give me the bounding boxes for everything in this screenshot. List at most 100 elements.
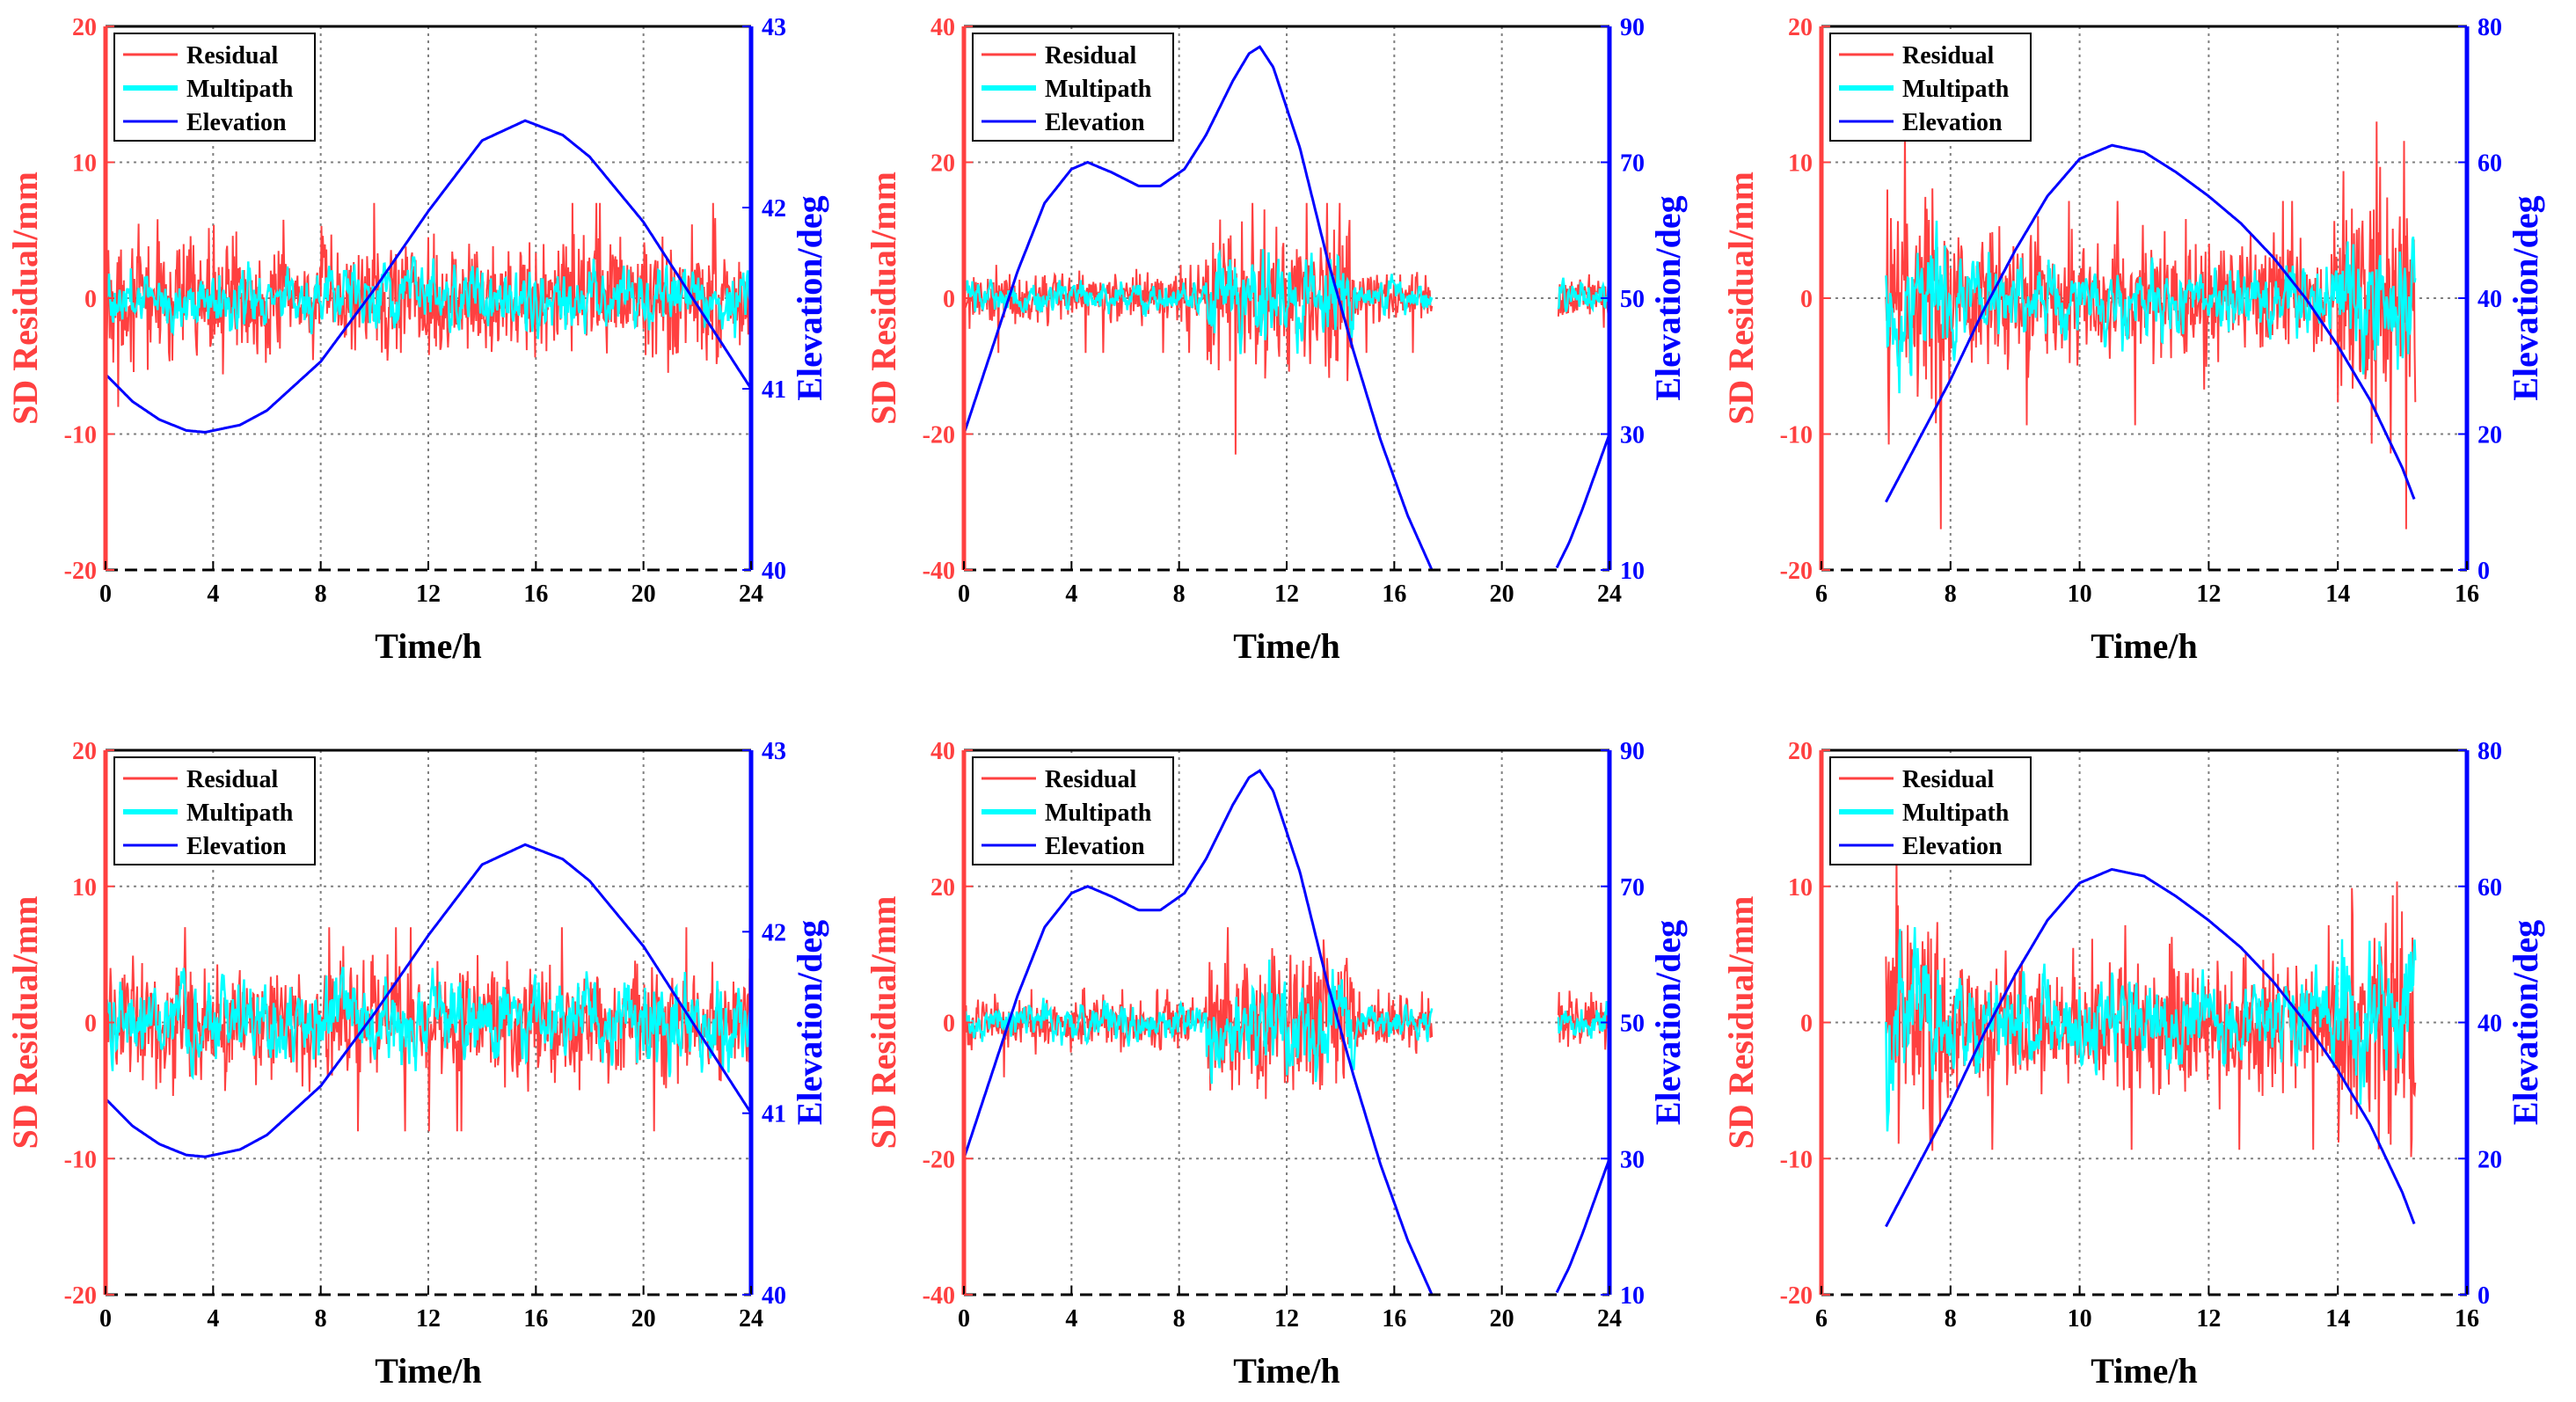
- x-axis-label: Time/h: [2091, 626, 2198, 666]
- legend-multipath-label: Multipath: [186, 800, 294, 827]
- x-axis-label: Time/h: [1233, 1351, 1340, 1391]
- y-right-tick-label: 41: [762, 376, 786, 404]
- x-tick-label: 8: [1945, 1305, 1957, 1333]
- legend-multipath-label: Multipath: [1902, 800, 2010, 827]
- x-tick-label: 4: [1065, 581, 1077, 608]
- y-right-tick-label: 60: [2477, 874, 2502, 902]
- y-right-tick-label: 10: [1620, 558, 1645, 585]
- y-right-tick-label: 43: [762, 738, 786, 765]
- legend-residual-label: Residual: [186, 766, 278, 793]
- y-right-axis-label: Elevation/deg: [1648, 195, 1688, 400]
- y-left-tick-label: 40: [930, 14, 955, 41]
- x-tick-label: 0: [99, 1305, 112, 1333]
- multipath-line: [106, 967, 751, 1081]
- y-left-tick-label: 0: [1800, 1011, 1813, 1038]
- x-tick-label: 8: [315, 1305, 327, 1333]
- legend: Residual Multipath Elevation: [113, 756, 316, 865]
- y-left-tick-label: 0: [1800, 286, 1813, 313]
- y-right-tick-label: 70: [1620, 874, 1645, 902]
- y-left-tick-label: 20: [930, 874, 955, 902]
- elevation-line: [964, 45, 1609, 570]
- legend-residual-label: Residual: [1902, 42, 1994, 69]
- y-left-tick-label: -20: [1780, 1282, 1813, 1310]
- chart-panel-2: 0 4 8 12 16 20 24 -40 -20 0 20 40 10 30 50 70 90 Time/h SD…: [864, 14, 1688, 666]
- y-left-tick-label: -10: [1780, 1146, 1813, 1173]
- y-left-tick-label: 20: [72, 14, 97, 41]
- y-right-tick-label: 80: [2477, 14, 2502, 41]
- x-tick-label: 8: [1173, 1305, 1186, 1333]
- x-tick-label: 20: [1490, 1305, 1514, 1333]
- elevation-line: [106, 843, 751, 1158]
- x-tick-label: 0: [958, 1305, 970, 1333]
- x-tick-label: 20: [631, 581, 656, 608]
- x-tick-label: 6: [1815, 1305, 1828, 1333]
- chart-panel-1: 0 4 8 12 16 20 24 -20 -10 0 10 20 40 41 42 43 Time/h SD R…: [5, 14, 829, 666]
- x-tick-label: 12: [2196, 581, 2221, 608]
- x-tick-label: 12: [1274, 1305, 1299, 1333]
- y-right-tick-label: 40: [2477, 286, 2502, 313]
- y-left-axis-label: SD Residual/mm: [864, 896, 903, 1150]
- x-tick-label: 20: [1490, 581, 1514, 608]
- multipath-line: [964, 248, 1609, 354]
- x-tick-label: 16: [2455, 581, 2479, 608]
- x-tick-label: 16: [523, 1305, 548, 1333]
- y-right-tick-label: 20: [2477, 422, 2502, 449]
- y-left-axis-label: SD Residual/mm: [1721, 896, 1761, 1150]
- legend: Residual Multipath Elevation: [1829, 756, 2032, 865]
- x-tick-label: 0: [958, 581, 970, 608]
- y-left-tick-label: 0: [84, 286, 97, 313]
- legend-multipath-label: Multipath: [1045, 76, 1152, 103]
- legend-residual-label: Residual: [1045, 766, 1136, 793]
- y-left-tick-label: -20: [64, 1282, 97, 1310]
- y-right-tick-label: 90: [1620, 738, 1645, 765]
- y-left-tick-label: 10: [72, 874, 97, 902]
- legend-elevation-label: Elevation: [186, 833, 287, 860]
- legend: Residual Multipath Elevation: [972, 33, 1174, 142]
- y-right-tick-label: 80: [2477, 738, 2502, 765]
- y-left-tick-label: -20: [1780, 558, 1813, 585]
- legend-multipath-label: Multipath: [186, 76, 294, 103]
- x-tick-label: 10: [2068, 1305, 2092, 1333]
- y-right-axis-label: Elevation/deg: [790, 920, 829, 1125]
- y-right-tick-label: 70: [1620, 150, 1645, 178]
- x-tick-label: 14: [2325, 581, 2350, 608]
- y-left-tick-label: 20: [1788, 738, 1813, 765]
- y-right-tick-label: 42: [762, 195, 786, 223]
- x-tick-label: 24: [739, 1305, 763, 1333]
- legend-elevation-label: Elevation: [1045, 109, 1145, 136]
- y-left-tick-label: -10: [64, 422, 97, 449]
- x-tick-label: 24: [1597, 581, 1622, 608]
- y-right-tick-label: 0: [2477, 1282, 2490, 1310]
- y-right-tick-label: 20: [2477, 1146, 2502, 1173]
- y-right-axis-label: Elevation/deg: [790, 195, 829, 400]
- y-right-tick-label: 30: [1620, 1146, 1645, 1173]
- y-right-tick-label: 10: [1620, 1282, 1645, 1310]
- x-tick-label: 6: [1815, 581, 1828, 608]
- y-left-tick-label: 10: [1788, 874, 1813, 902]
- y-left-tick-label: 0: [943, 1011, 955, 1038]
- y-left-tick-label: -20: [64, 558, 97, 585]
- x-tick-label: 16: [523, 581, 548, 608]
- y-right-tick-label: 42: [762, 919, 786, 946]
- elevation-line: [1885, 143, 2416, 503]
- x-tick-label: 4: [207, 581, 219, 608]
- legend: Residual Multipath Elevation: [1829, 33, 2032, 142]
- x-axis-label: Time/h: [1233, 626, 1340, 666]
- y-left-tick-label: 10: [72, 150, 97, 178]
- y-left-tick-label: 20: [72, 738, 97, 765]
- x-tick-label: 12: [1274, 581, 1299, 608]
- multipath-line: [1885, 220, 2417, 394]
- y-left-axis-label: SD Residual/mm: [864, 172, 903, 425]
- x-tick-label: 10: [2068, 581, 2092, 608]
- y-left-tick-label: -10: [64, 1146, 97, 1173]
- legend-elevation-label: Elevation: [1045, 833, 1145, 860]
- y-right-tick-label: 41: [762, 1101, 786, 1128]
- residual-line: [964, 202, 1609, 455]
- elevation-line: [1885, 867, 2416, 1228]
- x-tick-label: 24: [1597, 1305, 1622, 1333]
- y-right-axis-label: Elevation/deg: [2506, 920, 2545, 1125]
- x-tick-label: 0: [99, 581, 112, 608]
- y-left-tick-label: 0: [84, 1011, 97, 1038]
- y-right-tick-label: 90: [1620, 14, 1645, 41]
